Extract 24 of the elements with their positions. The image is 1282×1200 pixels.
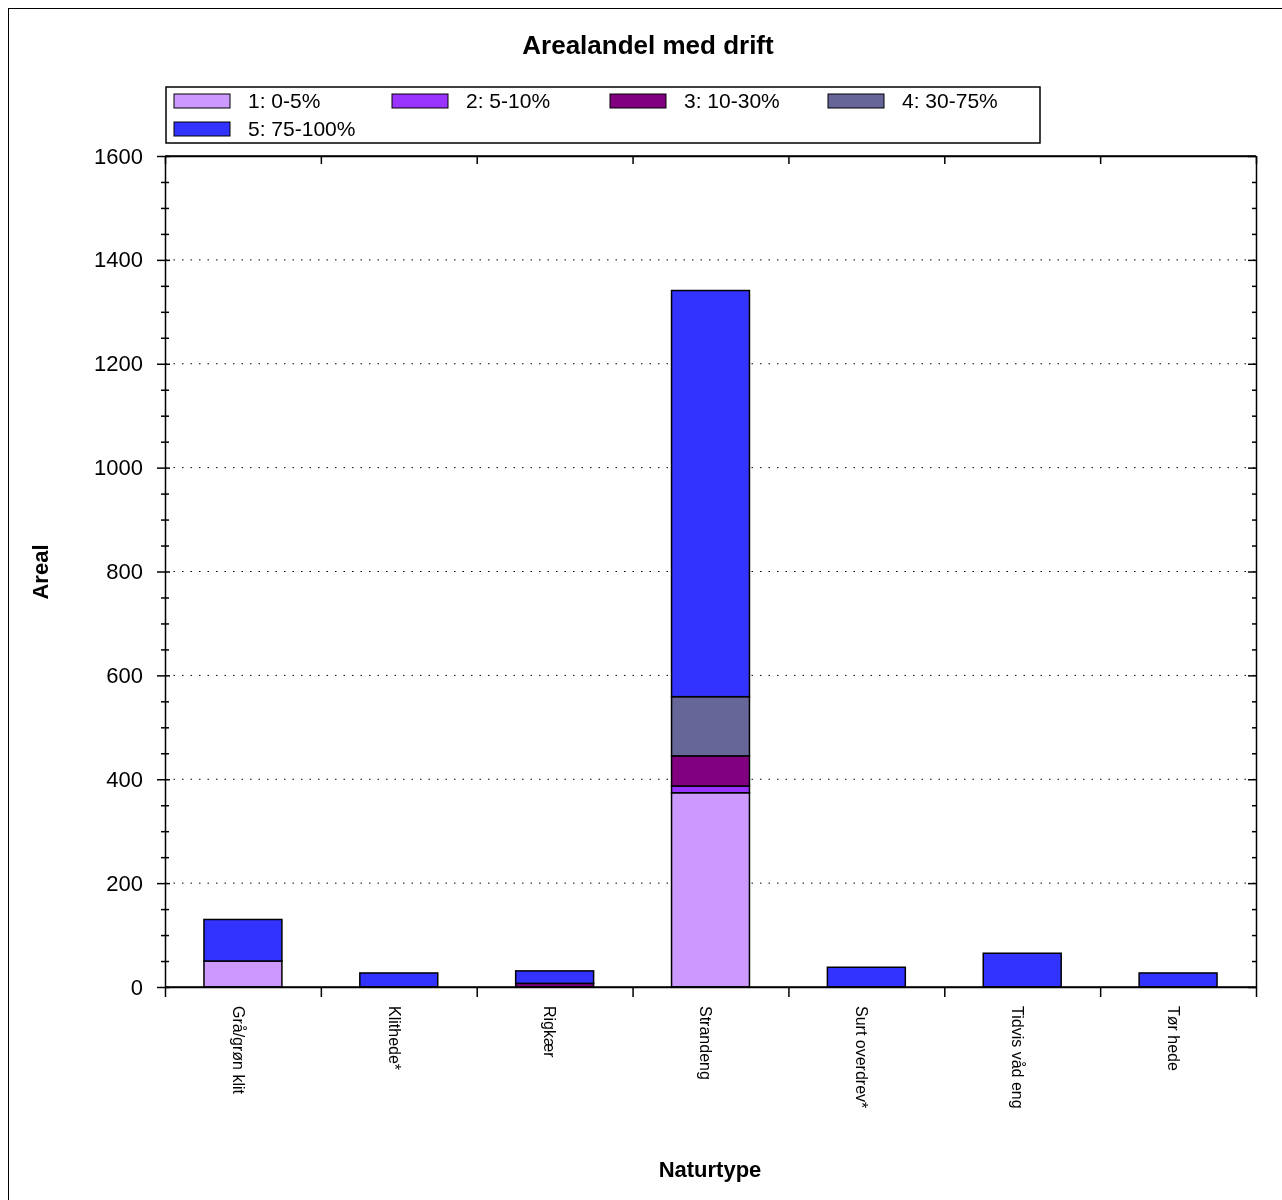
x-tick-label: Surt overdrev* [853,1006,871,1109]
y-tick-label: 1000 [94,455,143,481]
y-tick-label: 600 [106,662,143,688]
legend-label: 2: 5-10% [466,88,551,112]
x-axis-title: Naturtype [658,1156,762,1182]
y-tick-label: 800 [106,559,143,585]
y-tick-label: 1400 [94,247,143,273]
y-axis-title: Areal [27,544,53,600]
y-tick-label: 1200 [94,351,143,377]
x-tick-label: Grå/grøn klit [229,1006,247,1095]
legend-label: 3: 10-30% [684,88,780,112]
y-tick-label: 400 [106,766,143,792]
y-tick-label: 200 [106,870,143,896]
y-tick-label: 0 [130,974,143,1000]
x-tick-label: Rigkær [541,1006,559,1059]
legend-label: 4: 30-75% [902,88,998,112]
legend-label: 1: 0-5% [248,88,321,112]
legend-label: 5: 75-100% [248,116,356,140]
x-tick-label: Tidvis våd eng [1008,1006,1026,1109]
x-tick-label: Klithede* [385,1006,403,1071]
chart-title: Arealandel med drift [522,29,775,60]
x-tick-label: Tør hede [1164,1006,1182,1072]
x-tick-label: Strandeng [697,1006,715,1080]
y-tick-label: 1600 [94,143,143,169]
